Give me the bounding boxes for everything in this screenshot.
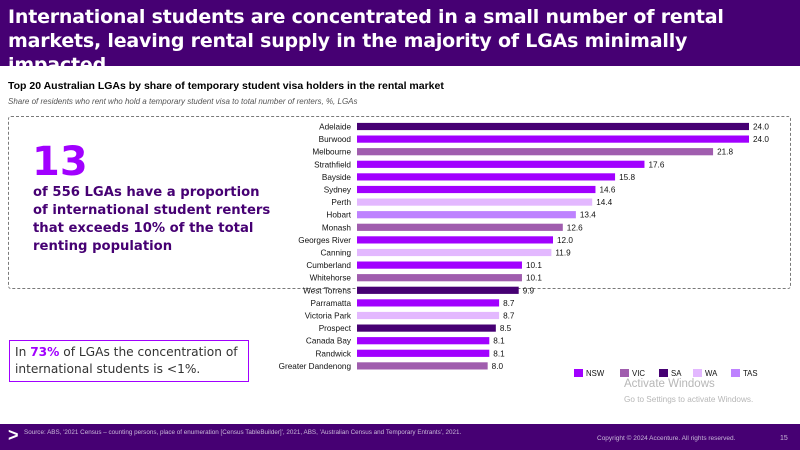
highlight-number: 13	[32, 139, 88, 185]
page-title: International students are concentrated …	[8, 6, 724, 76]
value-label: 10.1	[526, 274, 542, 283]
value-label: 14.4	[596, 198, 612, 207]
category-label: Burwood	[319, 135, 352, 144]
bar	[357, 311, 500, 320]
value-label: 24.0	[753, 123, 769, 132]
category-label: Adelaide	[319, 123, 351, 132]
category-label: Canning	[321, 249, 352, 258]
legend-label: VIC	[632, 369, 645, 378]
bar	[357, 236, 553, 244]
value-label: 8.7	[503, 299, 515, 308]
value-label: 8.7	[503, 312, 515, 321]
category-label: Whitehorse	[310, 274, 352, 283]
category-label: Hobart	[326, 211, 351, 220]
chart-subtitle: Share of residents who rent who hold a t…	[8, 97, 358, 106]
value-label: 12.6	[567, 223, 583, 232]
value-label: 11.9	[555, 249, 571, 258]
legend-swatch	[620, 369, 629, 377]
bar	[357, 362, 488, 370]
page-number: 15	[780, 435, 788, 442]
category-label: Georges River	[298, 236, 351, 245]
category-label: Melbourne	[312, 148, 351, 157]
value-label: 24.0	[753, 135, 769, 144]
callout-percent: 73%	[30, 345, 60, 359]
bar	[357, 274, 522, 282]
bar	[357, 261, 522, 269]
value-label: 14.6	[599, 186, 615, 195]
category-label: Randwick	[316, 349, 352, 358]
highlight-text: of 556 LGAs have a proportion of interna…	[33, 185, 271, 254]
category-label: Prospect	[319, 324, 352, 333]
value-label: 8.1	[493, 349, 505, 358]
footer-source: Source: ABS, '2021 Census – counting per…	[24, 429, 462, 436]
legend-swatch	[693, 369, 702, 377]
value-label: 9.9	[523, 286, 535, 295]
legend-label: WA	[705, 369, 718, 378]
value-label: 21.8	[717, 148, 733, 157]
header-banner: International students are concentrated …	[0, 0, 800, 76]
category-label: Sydney	[324, 186, 352, 195]
footer-bar: > Source: ABS, '2021 Census – counting p…	[0, 424, 800, 450]
value-label: 15.8	[619, 173, 635, 182]
legend-label: SA	[671, 369, 682, 378]
bar	[357, 173, 616, 181]
callout-suffix: of LGAs the concentration of internation…	[15, 345, 238, 376]
category-label: Greater Dandenong	[279, 362, 352, 371]
legend-label: TAS	[743, 369, 758, 378]
bar	[357, 324, 496, 332]
value-label: 13.4	[580, 211, 596, 220]
bar	[357, 337, 490, 345]
category-label: Victoria Park	[305, 312, 352, 321]
bar	[357, 211, 576, 219]
category-label: Cumberland	[306, 261, 351, 270]
bar	[357, 286, 519, 294]
bar	[357, 122, 749, 131]
category-label: Canada Bay	[306, 337, 352, 346]
value-label: 12.0	[557, 236, 573, 245]
bar	[357, 299, 500, 307]
bar	[357, 185, 596, 194]
legend-swatch	[574, 369, 583, 377]
bar	[357, 198, 593, 206]
bar	[357, 148, 714, 156]
value-label: 17.6	[648, 160, 664, 169]
value-label: 8.1	[493, 337, 505, 346]
bar	[357, 223, 563, 231]
category-label: Monash	[322, 223, 352, 232]
callout-prefix: In	[15, 345, 31, 359]
category-label: Parramatta	[311, 299, 352, 308]
value-label: 10.1	[526, 261, 542, 270]
bar	[357, 248, 552, 257]
footer-arrow-icon: >	[8, 425, 19, 445]
category-label: West Torrens	[303, 286, 351, 295]
activation-watermark-title: Activate Windows	[624, 378, 715, 390]
legend-swatch	[659, 369, 668, 377]
value-label: 8.5	[500, 324, 512, 333]
value-label: 8.0	[492, 362, 504, 371]
chart-title: Top 20 Australian LGAs by share of tempo…	[8, 80, 444, 92]
category-label: Perth	[331, 198, 351, 207]
bar	[357, 349, 490, 357]
bar	[357, 135, 749, 143]
footer-copyright: Copyright © 2024 Accenture. All rights r…	[597, 435, 736, 442]
callout-box: In 73% of LGAs the concentration of inte…	[9, 340, 249, 382]
bar	[357, 160, 645, 168]
category-label: Bayside	[322, 173, 352, 182]
category-label: Strathfield	[314, 160, 351, 169]
activation-watermark-text: Go to Settings to activate Windows.	[624, 395, 754, 404]
legend-label: NSW	[586, 369, 605, 378]
legend-swatch	[731, 369, 740, 377]
